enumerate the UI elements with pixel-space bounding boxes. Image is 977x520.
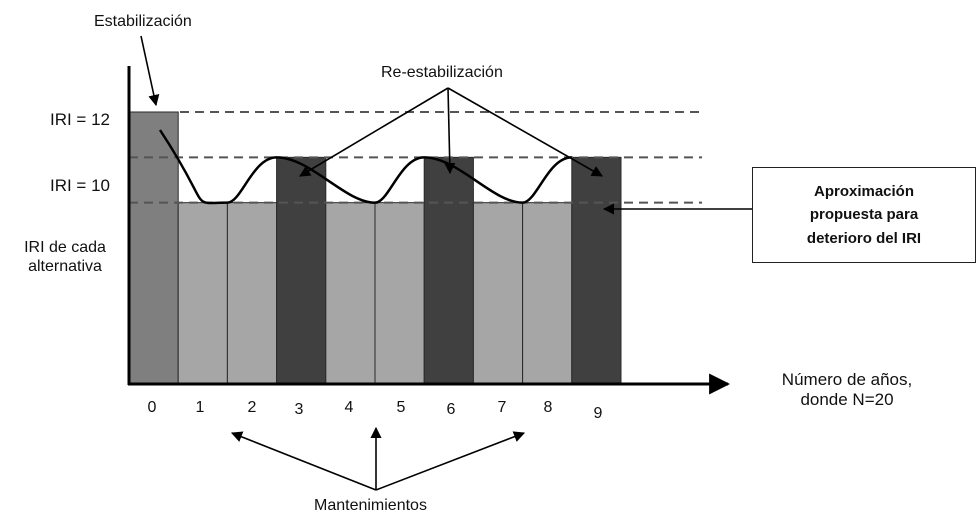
label-stabilization: Estabilización (94, 13, 192, 30)
bar-4 (325, 202, 376, 385)
arrow-re-stab-3 (299, 87, 449, 177)
x-tick-label-3: 3 (294, 401, 304, 418)
x-axis-title-line1: Número de años, (781, 370, 913, 389)
arrow-re-stab-6 (444, 87, 456, 175)
y-tick-label-12: IRI = 12 (49, 110, 110, 129)
y-tick-label-10: IRI = 10 (49, 176, 110, 195)
bar-5 (374, 202, 425, 385)
bar-7 (472, 202, 524, 385)
callout-line1: Aproximación (813, 183, 915, 201)
x-tick-label-8: 8 (543, 399, 553, 416)
x-tick-label-2: 2 (247, 399, 257, 416)
arrow-maint-7 (375, 431, 526, 491)
y-tick-label-alt: IRI de cada alternativa (10, 238, 120, 276)
label-re-stabilization: Re-estabilización (381, 64, 503, 81)
x-tick-label-4: 4 (344, 399, 354, 416)
x-axis-title: Número de años, donde N=20 (742, 370, 952, 411)
arrow-re-stab-9 (447, 87, 603, 177)
x-tick-label-9: 9 (593, 405, 603, 422)
callout-box: Aproximación propuesta para deterioro de… (752, 167, 976, 263)
y-tick-label-alt-line2: alternativa (28, 258, 102, 276)
arrow-maint-1 (230, 431, 377, 491)
x-tick-label-0: 0 (147, 399, 157, 416)
bar-8 (522, 202, 573, 385)
callout-line2: propuesta para (809, 206, 919, 224)
x-tick-label-6: 6 (446, 401, 456, 418)
x-axis-title-line2: donde N=20 (800, 390, 894, 410)
x-tick-label-1: 1 (195, 399, 205, 416)
x-tick-label-5: 5 (396, 399, 406, 416)
callout-line3: deterioro del IRI (806, 229, 922, 247)
bar-3 (276, 156, 327, 385)
deterioration-curve (158, 129, 572, 205)
arrow-stabilization (140, 35, 160, 107)
bar-0 (128, 111, 179, 385)
label-maintenance: Mantenimientos (314, 497, 427, 514)
bar-2 (226, 202, 278, 385)
bar-6 (423, 156, 474, 385)
bar-9 (571, 156, 622, 385)
y-tick-label-alt-line1: IRI de cada (24, 239, 106, 256)
x-tick-label-7: 7 (497, 399, 507, 416)
bar-1 (177, 202, 228, 385)
